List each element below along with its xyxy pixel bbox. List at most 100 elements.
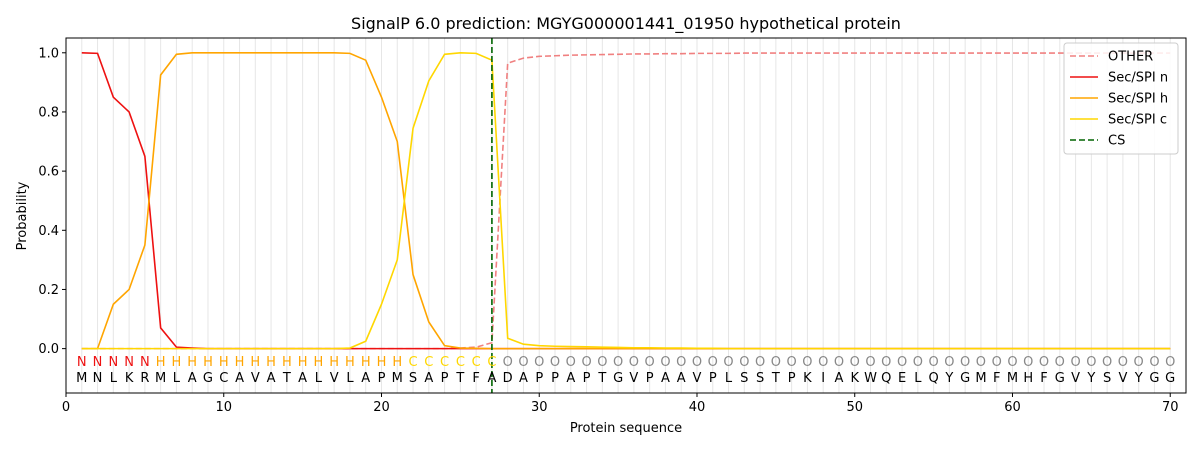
sequence-letter: K (125, 371, 134, 386)
sequence-letter: A (519, 371, 528, 386)
region-label: H (235, 355, 245, 370)
region-label: O (1007, 355, 1017, 370)
sequence-letter: G (1055, 371, 1065, 386)
sequence-letter: C (219, 371, 228, 386)
region-label: O (597, 355, 607, 370)
region-label: C (440, 355, 449, 370)
region-label: O (534, 355, 544, 370)
sequence-letter: P (646, 371, 654, 386)
region-label: O (1055, 355, 1065, 370)
region-label: O (692, 355, 702, 370)
y-tick-label: 0.2 (38, 283, 59, 298)
x-tick-label: 10 (215, 400, 232, 415)
region-label: O (928, 355, 938, 370)
legend: OTHER Sec/SPI n Sec/SPI h Sec/SPI c CS (1063, 42, 1179, 155)
region-label: C (472, 355, 481, 370)
region-label: O (1039, 355, 1049, 370)
x-tick-label: 40 (689, 400, 706, 415)
region-label: C (409, 355, 418, 370)
region-label: H (377, 355, 387, 370)
sequence-letter: V (629, 371, 638, 386)
sequence-letter: G (1165, 371, 1175, 386)
y-tick-label: 1.0 (38, 46, 59, 61)
sequence-letter: Y (1134, 371, 1143, 386)
region-label: O (1102, 355, 1112, 370)
x-tick-label: 50 (846, 400, 863, 415)
region-label: O (660, 355, 670, 370)
grid-lines (81, 38, 1171, 393)
region-label: O (518, 355, 528, 370)
sequence-letter: E (898, 371, 906, 386)
chart-title: SignalP 6.0 prediction: MGYG000001441_01… (351, 14, 901, 34)
sequence-letter: A (487, 371, 496, 386)
sequence-letter: G (613, 371, 623, 386)
sequence-letter: P (583, 371, 591, 386)
region-label: O (1134, 355, 1144, 370)
region-label: O (787, 355, 797, 370)
sequence-letter: T (771, 371, 780, 386)
x-tick-label: 30 (531, 400, 548, 415)
sequence-letter: A (566, 371, 575, 386)
sequence-letter: Q (928, 371, 938, 386)
sequence-letter: M (1007, 371, 1018, 386)
region-label: O (739, 355, 749, 370)
sequence-letter: S (756, 371, 764, 386)
sequence-letter: P (378, 371, 386, 386)
region-label: O (976, 355, 986, 370)
series-line-other (81, 52, 1171, 350)
sequence-letter: A (835, 371, 844, 386)
sequence-letter: T (455, 371, 464, 386)
sequence-letter: P (788, 371, 796, 386)
sequence-letter: F (472, 371, 479, 386)
legend-entry: Sec/SPI c (1108, 113, 1167, 128)
legend-entry: OTHER (1108, 50, 1153, 65)
region-label: H (187, 355, 197, 370)
region-label: H (250, 355, 260, 370)
sequence-letter: L (315, 371, 323, 386)
sequence-letter: M (76, 371, 87, 386)
x-tick-label: 60 (1004, 400, 1021, 415)
sequence-letter: P (441, 371, 449, 386)
region-label: H (345, 355, 355, 370)
series-line-sec-spi-h (81, 51, 1171, 350)
region-label: O (645, 355, 655, 370)
region-label: C (487, 355, 496, 370)
region-label: O (834, 355, 844, 370)
axes: 0 10 20 30 40 50 60 70 0.0 0.2 0.4 0.6 0.8 1.0 (38, 37, 1187, 415)
sequence-letter: G (1149, 371, 1159, 386)
region-label: H (172, 355, 182, 370)
region-label: H (392, 355, 402, 370)
sequence-letter: A (424, 371, 433, 386)
region-label: C (424, 355, 433, 370)
region-label: H (203, 355, 213, 370)
region-label: O (613, 355, 623, 370)
region-label: H (314, 355, 324, 370)
sequence-letter: Q (881, 371, 891, 386)
region-label: N (108, 355, 118, 370)
region-label: H (298, 355, 308, 370)
sequence-letter: V (693, 371, 702, 386)
sequence-letter: W (864, 371, 877, 386)
region-label: O (897, 355, 907, 370)
region-label: O (1023, 355, 1033, 370)
sequence-letter: P (551, 371, 559, 386)
region-label: O (944, 355, 954, 370)
region-label: O (1118, 355, 1128, 370)
region-label: O (676, 355, 686, 370)
x-tick-label: 20 (373, 400, 390, 415)
x-axis-label: Protein sequence (570, 421, 682, 436)
sequence-letter: K (803, 371, 812, 386)
y-tick-label: 0.0 (38, 342, 59, 357)
region-label: O (771, 355, 781, 370)
sequence-letter: L (914, 371, 922, 386)
sequence-letter: F (1040, 371, 1047, 386)
sequence-letter: M (975, 371, 986, 386)
region-label: O (850, 355, 860, 370)
sequence-letter: A (361, 371, 370, 386)
sequence-letter: V (330, 371, 339, 386)
region-label: O (566, 355, 576, 370)
sequence-letter: H (1023, 371, 1033, 386)
sequence-letter: A (677, 371, 686, 386)
